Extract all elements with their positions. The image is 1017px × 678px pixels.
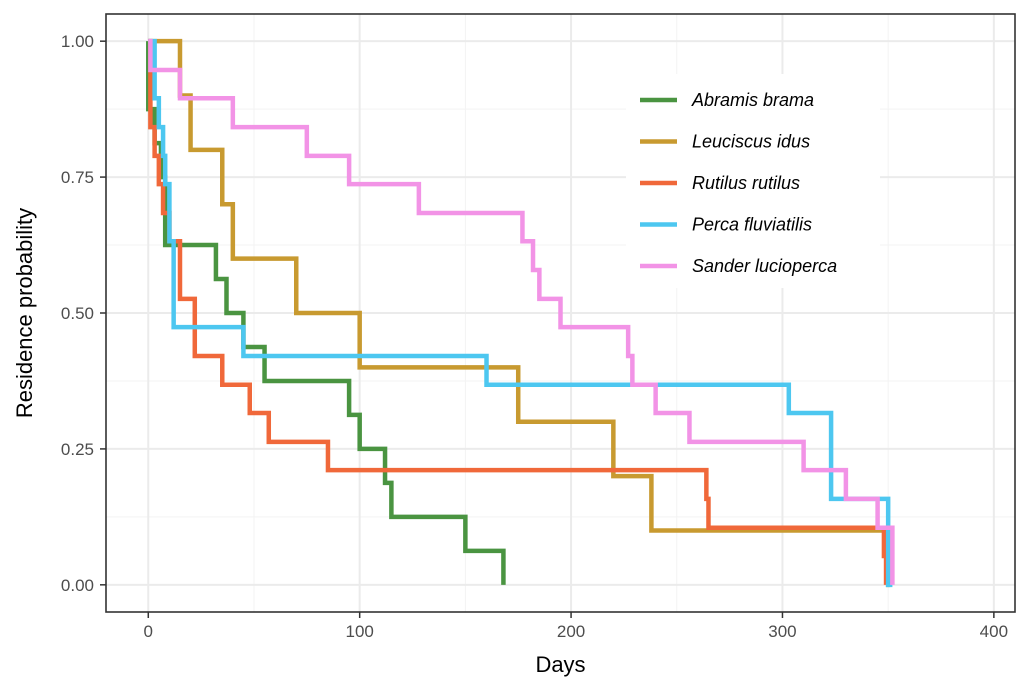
legend-label: Sander lucioperca bbox=[692, 256, 837, 276]
y-axis-title: Residence probability bbox=[12, 208, 37, 418]
legend-label: Abramis brama bbox=[691, 90, 814, 110]
y-tick-label: 0.00 bbox=[61, 576, 94, 595]
y-tick-label: 0.50 bbox=[61, 304, 94, 323]
y-tick-label: 0.25 bbox=[61, 440, 94, 459]
legend-label: Leuciscus idus bbox=[692, 132, 810, 152]
series-lines bbox=[146, 38, 895, 588]
x-tick-label: 300 bbox=[768, 622, 796, 641]
series-line bbox=[148, 38, 895, 585]
axes: 0 100 200 300 400 0.00 0.25 0.50 0.75 1.00 bbox=[61, 32, 1008, 641]
y-tick-label: 0.75 bbox=[61, 168, 94, 187]
series-line bbox=[148, 38, 891, 588]
series-line bbox=[148, 38, 889, 585]
x-tick-label: 0 bbox=[144, 622, 153, 641]
legend: Abramis brama Leuciscus idus Rutilus rutil… bbox=[640, 90, 837, 276]
legend-label: Perca fluviatilis bbox=[692, 215, 812, 235]
x-tick-label: 200 bbox=[557, 622, 585, 641]
series-line bbox=[148, 38, 893, 588]
x-tick-label: 100 bbox=[345, 622, 373, 641]
legend-label: Rutilus rutilus bbox=[692, 173, 800, 193]
x-axis-title: Days bbox=[535, 652, 585, 677]
y-tick-label: 1.00 bbox=[61, 32, 94, 51]
x-tick-label: 400 bbox=[980, 622, 1008, 641]
